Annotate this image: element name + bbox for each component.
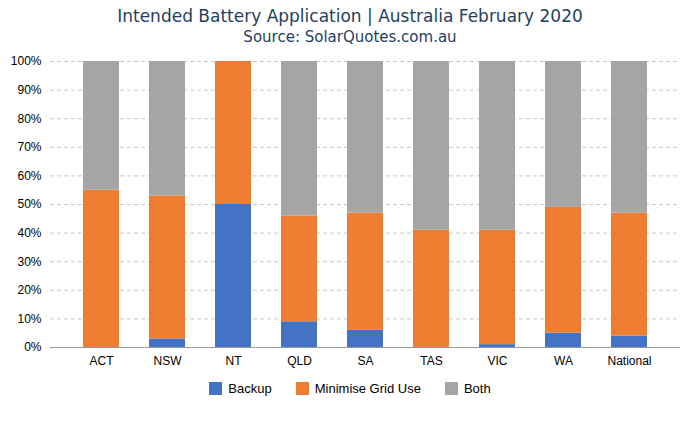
svg-text:SA: SA [357,354,373,368]
html-text:Both: Both [463,381,491,396]
html-text:Intended Battery Application |: Intended Battery Application | Australia… [117,6,583,26]
svg-text:ACT: ACT [90,354,115,368]
svg-text:40%: 40% [17,226,41,240]
svg-text:100%: 100% [11,54,42,68]
svg-text:VIC: VIC [487,354,507,368]
svg-text:50%: 50% [17,197,41,211]
svg-text:10%: 10% [17,312,41,326]
svg-text:70%: 70% [17,140,41,154]
svg-text:80%: 80% [17,112,41,126]
svg-text:TAS: TAS [420,354,442,368]
html-text:Source: SolarQuotes.com.au: Source: SolarQuotes.com.au [243,28,457,46]
html-text:Minimise Grid Use: Minimise Grid Use [314,381,421,396]
svg-text:National: National [607,354,651,368]
svg-text:90%: 90% [17,83,41,97]
svg-text:NSW: NSW [154,354,183,368]
html-text:Backup: Backup [228,381,272,396]
svg-text:30%: 30% [17,255,41,269]
svg-text:WA: WA [554,354,573,368]
svg-text:0%: 0% [24,340,42,354]
svg-text:QLD: QLD [287,354,312,368]
svg-text:60%: 60% [17,169,41,183]
svg-text:NT: NT [226,354,243,368]
svg-text:20%: 20% [17,283,41,297]
